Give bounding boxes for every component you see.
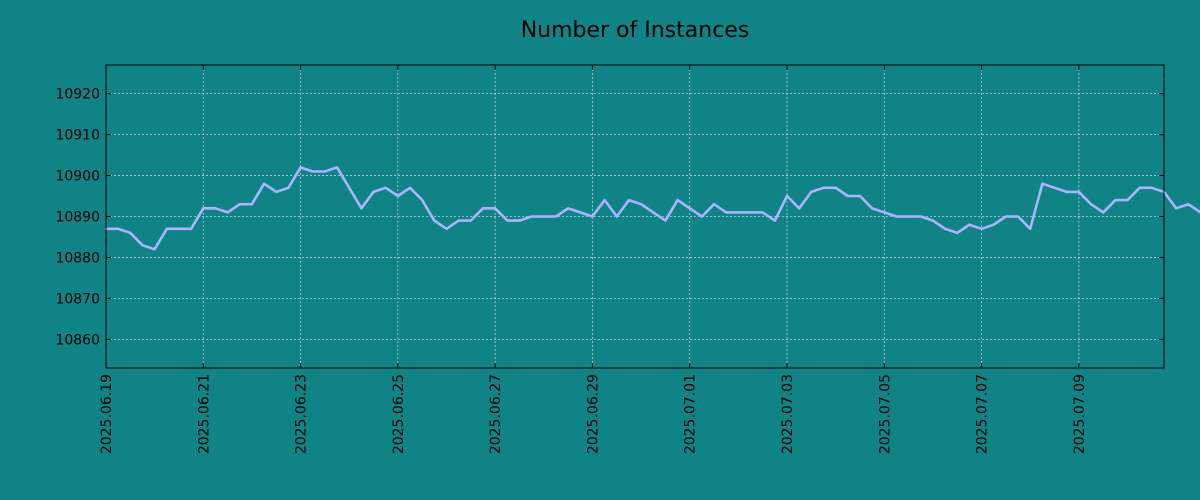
y-tick-label: 10870 bbox=[55, 291, 100, 307]
x-tick-label: 2025.07.09 bbox=[1072, 374, 1088, 454]
axis-ticks: 10860 10870 10880 10890 10900 10910 10920 2025.… bbox=[55, 65, 1164, 454]
x-tick-label: 2025.06.21 bbox=[196, 374, 212, 454]
y-tick-label: 10880 bbox=[55, 250, 100, 266]
x-tick-label: 2025.07.03 bbox=[780, 374, 796, 454]
y-tick-label: 10860 bbox=[55, 332, 100, 348]
x-tick-label: 2025.06.25 bbox=[391, 374, 407, 454]
series bbox=[104, 166, 1200, 251]
x-tick-label: 2025.07.07 bbox=[975, 374, 991, 454]
x-tick-label: 2025.06.27 bbox=[488, 374, 504, 454]
series-line bbox=[104, 166, 1200, 251]
x-tick-label: 2025.07.05 bbox=[877, 374, 893, 454]
y-tick-label: 10900 bbox=[55, 169, 100, 185]
chart-title: Number of Instances bbox=[521, 18, 750, 43]
x-tick-label: 2025.06.29 bbox=[585, 374, 601, 454]
plot-frame bbox=[105, 64, 1165, 369]
y-tick-label: 10910 bbox=[55, 128, 100, 144]
y-tick-label: 10890 bbox=[55, 210, 100, 226]
x-tick-label: 2025.07.01 bbox=[683, 374, 699, 454]
grid bbox=[105, 65, 1164, 368]
x-tick-label: 2025.06.23 bbox=[294, 374, 310, 454]
y-tick-label: 10920 bbox=[55, 87, 100, 103]
x-tick-label: 2025.06.19 bbox=[99, 374, 115, 454]
